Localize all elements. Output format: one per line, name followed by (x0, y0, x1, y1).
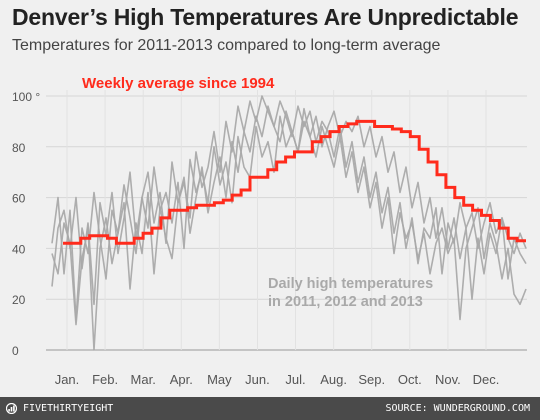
weekly-average-line (63, 119, 526, 245)
footer-bar: FIVETHIRTYEIGHT SOURCE: WUNDERGROUND.COM (0, 397, 540, 420)
x-tick-label-month: Nov. (435, 372, 461, 387)
daily-high-line-2012 (51, 95, 527, 321)
daily-high-line-2013 (51, 105, 527, 351)
x-tick-label-month: Apr. (170, 372, 193, 387)
brand-logo: FIVETHIRTYEIGHT (6, 402, 113, 414)
x-tick-label-month: Mar. (131, 372, 156, 387)
brand-name: FIVETHIRTYEIGHT (23, 403, 114, 414)
y-tick-label-40: 40 (12, 242, 26, 256)
x-tick-label-month: Feb. (92, 372, 118, 387)
x-tick-label-month: Sep. (358, 372, 385, 387)
y-tick-label-0: 0 (12, 344, 19, 358)
fivethirtyeight-logo-icon (6, 402, 17, 414)
x-axis-tick-labels: Jan. Feb. Mar. Apr. May Jun. Jul. Aug. Sep. Oct. N… (55, 372, 500, 387)
x-tick-label-month: May (207, 372, 232, 387)
x-tick-label-month: Oct. (398, 372, 422, 387)
daily-high-line-2011 (51, 107, 527, 306)
y-tick-label-80: 80 (12, 141, 26, 155)
chart-subtitle: Temperatures for 2011-2013 compared to l… (12, 37, 441, 54)
weekly-average-label: Weekly average since 1994 (82, 75, 275, 92)
x-tick-label-month: Jun. (245, 372, 270, 387)
x-tick-label-month: Jan. (55, 372, 80, 387)
y-tick-label-60: 60 (12, 192, 26, 206)
chart-title: Denver’s High Temperatures Are Unpredict… (12, 4, 519, 30)
grid-lines (46, 90, 527, 351)
x-tick-label-month: Jul. (285, 372, 305, 387)
y-axis-tick-labels: 0 20 40 60 80 100 ° (12, 90, 40, 358)
x-tick-label-month: Aug. (320, 372, 347, 387)
daily-high-series (51, 95, 527, 351)
source-credit: SOURCE: WUNDERGROUND.COM (385, 403, 531, 414)
daily-high-label-line-1: Daily high temperatures (268, 276, 433, 292)
y-tick-label-20: 20 (12, 293, 26, 307)
y-tick-label-100: 100 ° (12, 90, 40, 104)
x-tick-label-month: Dec. (473, 372, 500, 387)
daily-high-label-line-2: in 2011, 2012 and 2013 (268, 294, 423, 310)
temperature-chart: 0 20 40 60 80 100 ° Jan. Feb. Mar. Apr. May Jun. Ju… (12, 75, 527, 387)
